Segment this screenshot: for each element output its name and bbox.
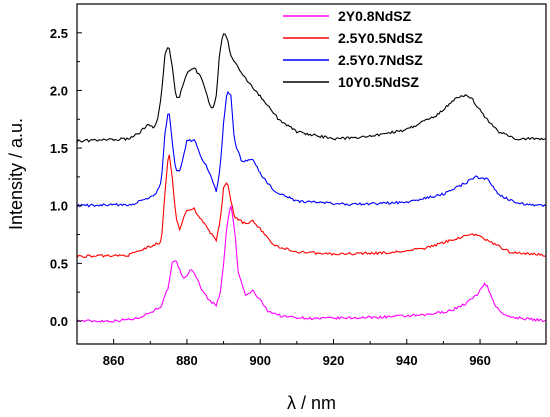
x-tick-label: 960 (469, 353, 491, 368)
y-tick-label: 1.5 (50, 141, 68, 156)
y-tick-label: 0.0 (50, 314, 68, 329)
series-layer (76, 33, 547, 323)
plot-area: 860 880 900 920 940 960 0.0 0.5 1.0 1.5 2.0 2.5 (50, 3, 547, 368)
x-axis: 860 880 900 920 940 960 (76, 339, 518, 368)
y-tick-label: 0.5 (50, 256, 68, 271)
series-line-4 (76, 33, 547, 143)
x-tick-label: 860 (103, 353, 125, 368)
legend-label-1: 2Y0.8NdSZ (338, 8, 412, 24)
y-tick-label: 2.5 (50, 26, 68, 41)
legend: 2Y0.8NdSZ 2.5Y0.5NdSZ 2.5Y0.7NdSZ 10Y0.5NdS… (283, 8, 423, 90)
x-tick-label: 920 (323, 353, 345, 368)
series-line-1 (76, 205, 547, 323)
y-axis: 0.0 0.5 1.0 1.5 2.0 2.5 (50, 3, 82, 329)
x-tick-label: 940 (396, 353, 418, 368)
x-tick-label: 900 (249, 353, 271, 368)
legend-label-3: 2.5Y0.7NdSZ (338, 52, 423, 68)
legend-label-4: 10Y0.5NdSZ (338, 74, 419, 90)
plot-frame (76, 3, 547, 345)
legend-label-2: 2.5Y0.5NdSZ (338, 30, 423, 46)
y-tick-label: 2.0 (50, 83, 68, 98)
x-axis-title: λ / nm (287, 393, 336, 413)
y-tick-label: 1.0 (50, 199, 68, 214)
series-line-2 (76, 154, 547, 258)
x-tick-label: 880 (176, 353, 198, 368)
y-axis-title: Intensity / a.u. (6, 118, 26, 230)
series-line-3 (76, 90, 547, 208)
